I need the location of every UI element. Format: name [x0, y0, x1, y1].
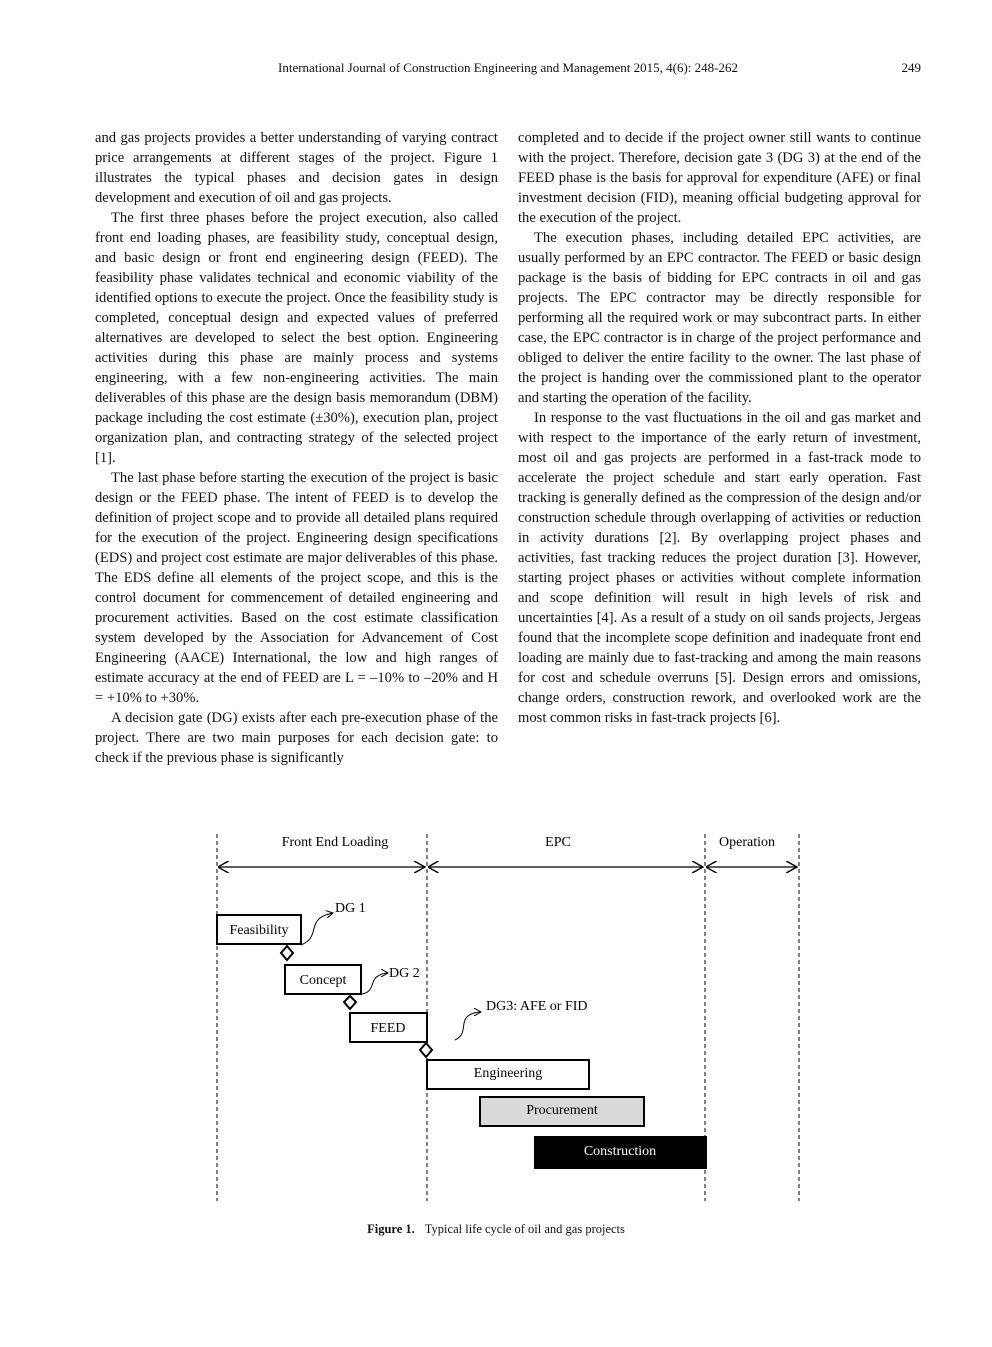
phase-label-front-end-loading: Front End Loading [282, 835, 389, 850]
caption-text: Typical life cycle of oil and gas projec… [424, 1222, 625, 1236]
activity-label-construction: Construction [584, 1144, 656, 1159]
phase-label-epc: EPC [545, 835, 571, 850]
gate-label-dg2: DG 2 [389, 966, 420, 981]
activity-label-feed: FEED [371, 1021, 406, 1036]
decision-gate-diamond [279, 944, 295, 962]
running-header: International Journal of Construction En… [95, 60, 921, 78]
paragraph: A decision gate (DG) exists after each p… [95, 710, 498, 766]
paragraph: completed and to decide if the project o… [518, 130, 921, 226]
paragraph: The execution phases, including detailed… [518, 230, 921, 406]
figure-lifecycle-diagram: Front End Loading EPC Operation Feasibil… [200, 826, 820, 1216]
left-column: and gas projects provides a better under… [95, 128, 498, 768]
paragraph: and gas projects provides a better under… [95, 130, 498, 206]
journal-citation: International Journal of Construction En… [278, 60, 738, 75]
paragraph: The first three phases before the projec… [95, 210, 498, 466]
decision-gate-diamond [418, 1041, 434, 1059]
activity-box-concept [284, 964, 362, 995]
figure-caption: Figure 1. Typical life cycle of oil and g… [0, 1222, 992, 1237]
phase-label-operation: Operation [719, 835, 775, 850]
paragraph: The last phase before starting the execu… [95, 470, 498, 706]
activity-box-feasibility [216, 914, 302, 945]
gate-label-dg1: DG 1 [335, 901, 366, 916]
activity-label-feasibility: Feasibility [229, 923, 288, 938]
activity-box-construction [534, 1136, 707, 1169]
decision-gate-diamond [342, 994, 358, 1011]
gate-connector-curve [454, 1012, 481, 1041]
activity-label-engineering: Engineering [474, 1066, 542, 1081]
gate-connector-curve [361, 973, 388, 995]
activity-label-concept: Concept [300, 973, 347, 988]
paragraph: In response to the vast fluctuations in … [518, 410, 921, 726]
caption-label: Figure 1. [367, 1222, 415, 1236]
activity-box-engineering [426, 1059, 590, 1090]
right-column: completed and to decide if the project o… [518, 128, 921, 728]
activity-box-procurement [479, 1096, 645, 1127]
page-number: 249 [901, 60, 922, 75]
gate-label-dg3: DG3: AFE or FID [486, 999, 588, 1014]
activity-label-procurement: Procurement [526, 1103, 598, 1118]
lifecycle-diagram-svg: Front End Loading EPC Operation Feasibil… [216, 834, 800, 1201]
gate-connector-curve [300, 913, 333, 946]
activity-box-feed [349, 1012, 428, 1043]
